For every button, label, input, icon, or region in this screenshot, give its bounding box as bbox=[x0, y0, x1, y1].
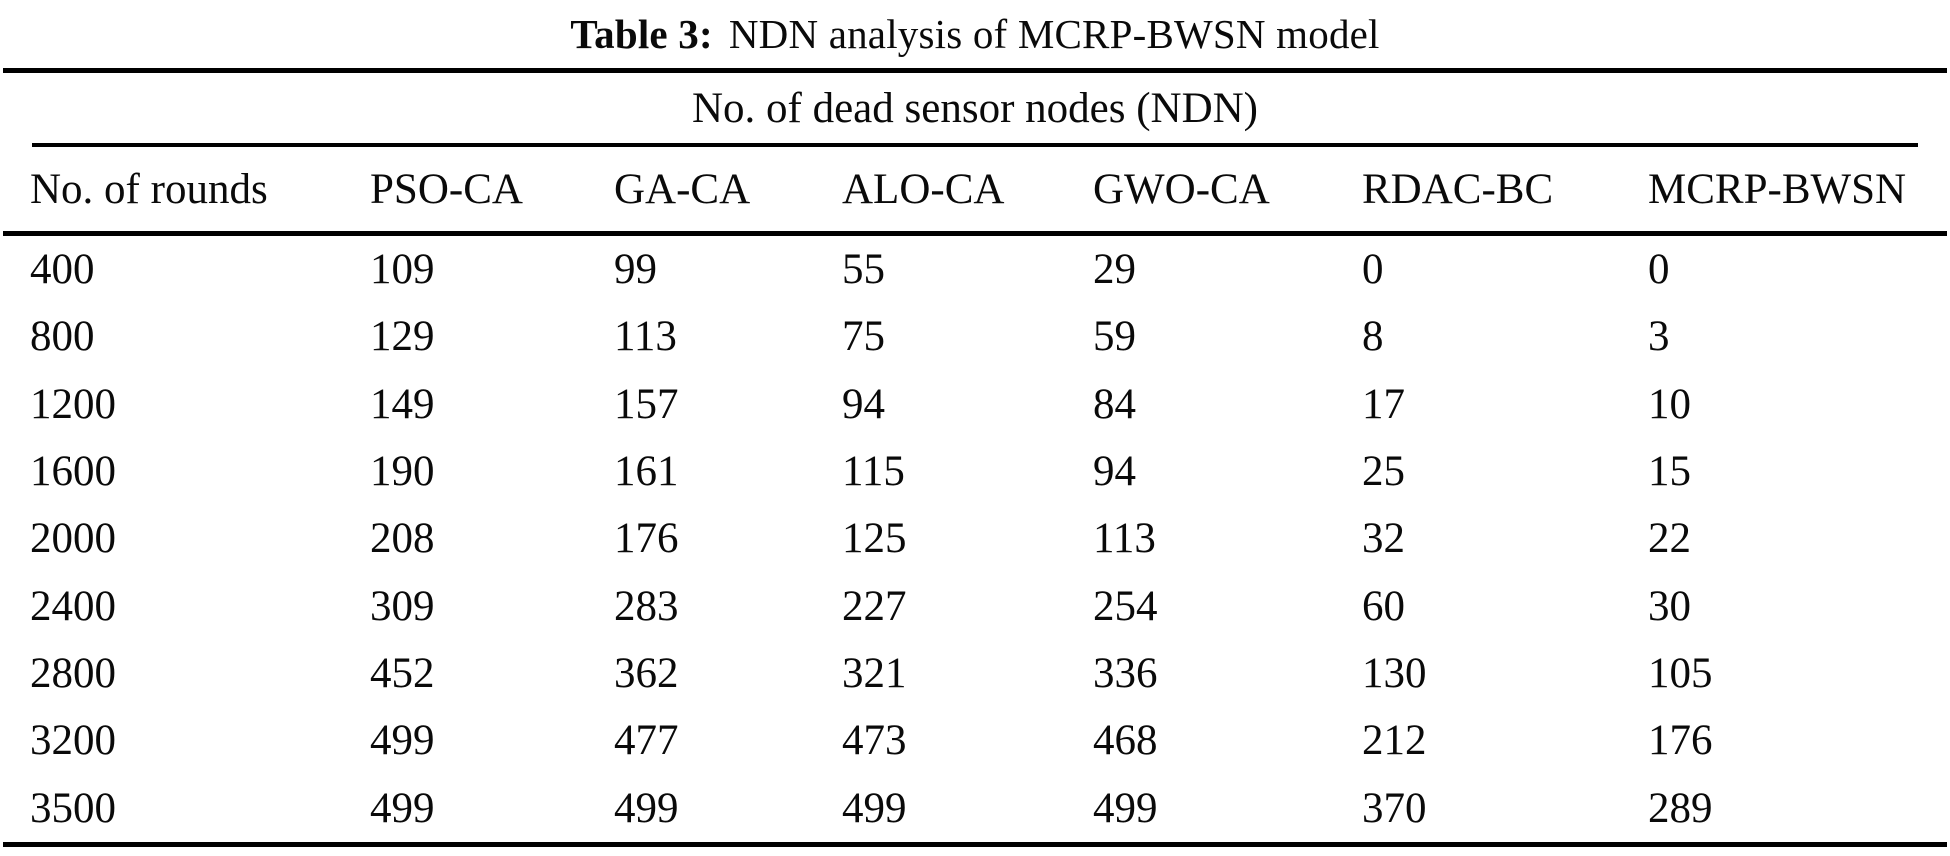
row-header-rounds: 2400 bbox=[30, 582, 116, 630]
table-cell: 499 bbox=[842, 784, 907, 832]
table-row: 2000 208 176 125 113 32 22 bbox=[0, 505, 1950, 572]
table-cell: 32 bbox=[1362, 515, 1405, 563]
table-cell: 130 bbox=[1362, 650, 1427, 698]
table-row: 1600 190 161 115 94 25 15 bbox=[0, 438, 1950, 505]
table-cell: 113 bbox=[614, 313, 677, 361]
table-cell: 113 bbox=[1093, 515, 1156, 563]
table-cell: 176 bbox=[1648, 717, 1713, 765]
table-cell: 10 bbox=[1648, 380, 1691, 428]
table-cell: 321 bbox=[842, 650, 907, 698]
column-header: PSO-CA bbox=[370, 165, 523, 213]
bottom-rule bbox=[3, 842, 1947, 847]
table-cell: 176 bbox=[614, 515, 679, 563]
row-header-rounds: 3500 bbox=[30, 784, 116, 832]
top-rule bbox=[3, 68, 1947, 73]
table-cell: 190 bbox=[370, 448, 435, 496]
row-header-rounds: 3200 bbox=[30, 717, 116, 765]
table-caption: Table 3: NDN analysis of MCRP-BWSN model bbox=[0, 0, 1950, 68]
table-cell: 3 bbox=[1648, 313, 1670, 361]
column-header: ALO-CA bbox=[842, 165, 1005, 213]
table-cell: 212 bbox=[1362, 717, 1427, 765]
table-row: 1200 149 157 94 84 17 10 bbox=[0, 371, 1950, 438]
table-cell: 309 bbox=[370, 582, 435, 630]
table-cell: 84 bbox=[1093, 380, 1136, 428]
table-cell: 283 bbox=[614, 582, 679, 630]
table-cell: 25 bbox=[1362, 448, 1405, 496]
table-caption-text: NDN analysis of MCRP-BWSN model bbox=[728, 11, 1380, 57]
table-cell: 0 bbox=[1362, 246, 1384, 294]
table-cell: 468 bbox=[1093, 717, 1158, 765]
table-row: 800 129 113 75 59 8 3 bbox=[0, 303, 1950, 370]
column-header: GA-CA bbox=[614, 165, 751, 213]
table-cell: 17 bbox=[1362, 380, 1405, 428]
table-group-header: No. of dead sensor nodes (NDN) bbox=[691, 84, 1259, 132]
group-header-rule bbox=[32, 143, 1918, 147]
table-header-row: No. of rounds PSO-CA GA-CA ALO-CA GWO-CA RDAC… bbox=[0, 147, 1950, 231]
table-cell: 157 bbox=[614, 380, 679, 428]
table-cell: 99 bbox=[614, 246, 657, 294]
table-row: 400 109 99 55 29 0 0 bbox=[0, 236, 1950, 303]
table-cell: 59 bbox=[1093, 313, 1136, 361]
table-cell: 208 bbox=[370, 515, 435, 563]
table-cell: 129 bbox=[370, 313, 435, 361]
table-caption-label: Table 3: bbox=[570, 11, 713, 57]
table-cell: 254 bbox=[1093, 582, 1158, 630]
table-cell: 370 bbox=[1362, 784, 1427, 832]
table-cell: 336 bbox=[1093, 650, 1158, 698]
table-row: 2400 309 283 227 254 60 30 bbox=[0, 573, 1950, 640]
table-cell: 22 bbox=[1648, 515, 1691, 563]
table-cell: 15 bbox=[1648, 448, 1691, 496]
table-cell: 161 bbox=[614, 448, 679, 496]
table-cell: 30 bbox=[1648, 582, 1691, 630]
column-header: MCRP-BWSN bbox=[1648, 165, 1907, 213]
table-cell: 227 bbox=[842, 582, 907, 630]
table-cell: 499 bbox=[614, 784, 679, 832]
table-cell: 75 bbox=[842, 313, 885, 361]
row-header-rounds: 400 bbox=[30, 246, 95, 294]
table-cell: 55 bbox=[842, 246, 885, 294]
table-cell: 125 bbox=[842, 515, 907, 563]
table-cell: 499 bbox=[370, 784, 435, 832]
table-cell: 94 bbox=[842, 380, 885, 428]
table-cell: 109 bbox=[370, 246, 435, 294]
table-cell: 115 bbox=[842, 448, 905, 496]
column-header: GWO-CA bbox=[1093, 165, 1270, 213]
table-cell: 29 bbox=[1093, 246, 1136, 294]
row-header-rounds: 2800 bbox=[30, 650, 116, 698]
table-cell: 362 bbox=[614, 650, 679, 698]
table-row: 3500 499 499 499 499 370 289 bbox=[0, 775, 1950, 842]
table-cell: 60 bbox=[1362, 582, 1405, 630]
table-row: 2800 452 362 321 336 130 105 bbox=[0, 640, 1950, 707]
table-cell: 477 bbox=[614, 717, 679, 765]
table-cell: 0 bbox=[1648, 246, 1670, 294]
column-header-rounds: No. of rounds bbox=[30, 165, 268, 213]
table-cell: 94 bbox=[1093, 448, 1136, 496]
table-cell: 499 bbox=[370, 717, 435, 765]
table-cell: 499 bbox=[1093, 784, 1158, 832]
table-cell: 8 bbox=[1362, 313, 1384, 361]
header-bottom-rule bbox=[3, 231, 1947, 236]
table-cell: 105 bbox=[1648, 650, 1713, 698]
bottom-spacer bbox=[0, 847, 1950, 856]
row-header-rounds: 800 bbox=[30, 313, 95, 361]
table-cell: 149 bbox=[370, 380, 435, 428]
table-body: 400 109 99 55 29 0 0 800 129 113 75 59 8 3 1200 149 157 9… bbox=[0, 236, 1950, 842]
table-row: 3200 499 477 473 468 212 176 bbox=[0, 707, 1950, 774]
table-cell: 473 bbox=[842, 717, 907, 765]
column-header: RDAC-BC bbox=[1362, 165, 1554, 213]
row-header-rounds: 2000 bbox=[30, 515, 116, 563]
row-header-rounds: 1600 bbox=[30, 448, 116, 496]
table-cell: 289 bbox=[1648, 784, 1713, 832]
row-header-rounds: 1200 bbox=[30, 380, 116, 428]
table-cell: 452 bbox=[370, 650, 435, 698]
